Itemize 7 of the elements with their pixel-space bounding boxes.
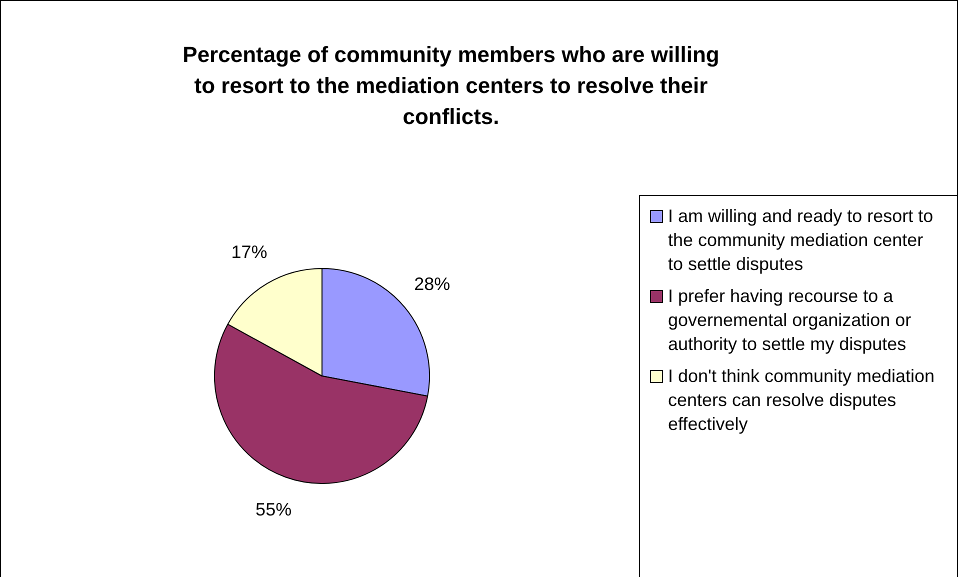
legend-label: I am willing and ready to resort to the community mediation center to settle disputes: [668, 206, 934, 274]
data-label: 28%: [414, 274, 450, 294]
data-label: 55%: [256, 499, 292, 520]
data-label: 17%: [231, 242, 268, 262]
chart-title: Percentage of community members who are willing to resort to the mediation centers to resolve their conflicts.: [182, 41, 720, 131]
legend-label: I prefer having recourse to a governemental organization or authority to settle my disputes: [668, 286, 912, 354]
legend-label: I don't think community mediation centers can resolve disputes effectively: [668, 366, 935, 434]
